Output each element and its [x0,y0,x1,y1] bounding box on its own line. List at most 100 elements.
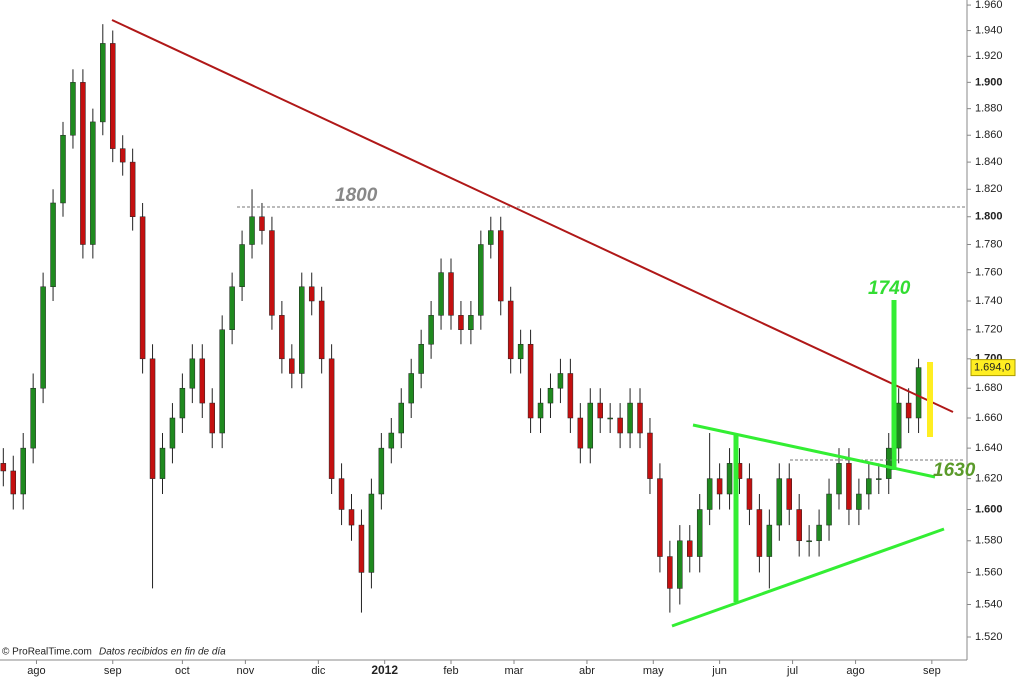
candle-body [219,329,225,434]
candle-body [846,463,852,510]
candle-body [378,447,385,495]
y-tick-label: 1.660 [975,412,1003,424]
candle-body [677,540,683,589]
candle-body [816,524,822,542]
candle-body [547,387,554,404]
candle-body [20,447,26,495]
candle-body [776,478,783,526]
candle-body [895,402,902,449]
x-tick-label: feb [443,665,458,677]
candle-body [299,286,305,374]
candle-body [517,343,524,360]
y-tick-label: 1.720 [975,324,1003,336]
candle-body [398,402,405,434]
candle-body [905,402,912,419]
candle-body [428,315,434,345]
x-tick-label: may [643,665,664,677]
y-tick-label: 1.760 [975,267,1003,279]
last-price-box [970,359,1016,377]
candle-body [468,315,474,330]
candle-body [179,387,186,419]
candle-body [856,493,862,510]
last-price-label: 1.694,0 [974,362,1011,374]
x-tick-label: oct [175,665,190,677]
candle-body [90,121,96,245]
candle-body [876,478,882,480]
candles [0,24,922,613]
candle-body [70,82,76,136]
candle-body [169,417,176,449]
y-tick-label: 1.740 [975,295,1003,307]
annotation: 1630 [933,460,976,481]
candle-body [30,387,36,449]
candle-body [507,300,514,360]
candle-body [60,134,66,204]
candle-body [189,358,196,389]
triangle-line [671,527,945,628]
candle-body [259,216,265,231]
candle-body [597,402,603,419]
candle-body [269,230,275,316]
y-tick-label: 1.640 [975,442,1003,454]
candle-body [239,244,245,288]
candle-body [418,343,424,374]
candle-body [159,447,166,479]
candle-body [119,148,126,163]
y-tick-label: 1.800 [975,211,1003,223]
y-tick-label: 1.920 [975,50,1003,62]
annotation: 1800 [335,185,378,206]
candle-body [915,367,922,419]
candle-body [667,556,673,589]
candle-body [249,216,255,245]
x-tick-label: dic [311,665,326,677]
candle-body [408,373,414,404]
candle-body [338,478,345,510]
candle-body [199,358,206,404]
candle-body [806,540,812,543]
candle-body [696,509,703,557]
y-tick-label: 1.840 [975,156,1003,168]
candle-body [756,509,763,557]
x-tick-label: abr [579,665,595,677]
candle-body [637,402,643,434]
candle-body [766,524,773,557]
candle-body [657,478,663,557]
candle-body [786,478,792,510]
candle-body [0,463,7,472]
candle-body [139,216,146,360]
candle-body [348,509,355,526]
candle-body [209,402,215,434]
candle-body [885,447,892,479]
x-tick-label: nov [237,665,255,677]
candle-body [50,202,56,288]
candle-body [438,272,444,316]
x-tick-label: 2012 [371,663,398,677]
y-tick-label: 1.600 [975,503,1003,515]
candle-body [358,524,365,573]
x-tick-label: ago [27,665,45,677]
y-tick-label: 1.520 [975,631,1003,643]
y-tick-label: 1.940 [975,24,1003,36]
note: Datos recibidos en fin de día [99,647,226,658]
candle-body [627,402,633,434]
candle-body [448,272,454,316]
candle-body [308,286,315,302]
candle-body [527,343,534,419]
y-tick-label: 1.880 [975,103,1003,115]
candle-body [109,43,116,149]
candle-body [478,244,484,316]
y-tick-label: 1.900 [975,76,1003,88]
candle-body [726,463,733,495]
candle-body [716,478,723,495]
y-tick-label: 1.860 [975,129,1003,141]
candle-body [836,463,842,495]
annotation: 1740 [868,278,911,299]
y-tick-label: 1.820 [975,183,1003,195]
candle-body [537,402,544,419]
source: © ProRealTime.com [2,647,92,658]
candle-body [577,417,584,449]
candle-body [328,358,335,479]
y-tick-label: 1.580 [975,535,1003,547]
candle-body [706,478,713,510]
